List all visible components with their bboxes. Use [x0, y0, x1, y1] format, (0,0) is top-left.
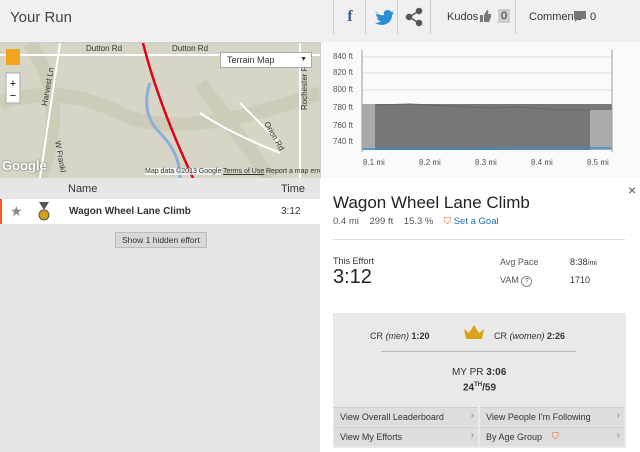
pr-time: 3:06: [486, 367, 507, 378]
effort-name[interactable]: Wagon Wheel Lane Climb: [69, 206, 191, 217]
twitter-icon: [375, 10, 394, 25]
thumb-icon: [480, 10, 491, 22]
y-label: 820 ft: [333, 68, 354, 77]
y-label: 800 ft: [333, 85, 354, 94]
comments-button[interactable]: Comments 0: [515, 0, 640, 34]
x-label: 8.4 mi: [531, 158, 553, 167]
x-label: 8.2 mi: [419, 158, 441, 167]
link-text: View People I'm Following: [486, 412, 591, 422]
rank-suffix: TH: [474, 382, 483, 388]
kudos-button[interactable]: Kudos 0: [430, 0, 516, 34]
segment-stats: 0.4 mi 299 ft 15.3 % ⛉ Set a Goal: [333, 216, 499, 227]
map-attribution: Map data ©2013 Google: [145, 168, 222, 175]
crown-icon: [464, 325, 484, 339]
chevron: ›: [470, 430, 474, 441]
page-title: Your Run: [10, 9, 72, 26]
chevron: ›: [616, 410, 620, 421]
cr-qualifier: (women): [509, 331, 545, 341]
svg-text:+: +: [10, 78, 16, 90]
show-hidden-button[interactable]: Show 1 hidden effort: [115, 232, 207, 248]
distance: 0.4 mi: [333, 216, 359, 227]
cr-men: CR (men) 1:20: [370, 331, 430, 341]
leaderboard-link[interactable]: By Age Group › ⛉: [480, 427, 624, 446]
link-text: View Overall Leaderboard: [340, 412, 444, 422]
vam-label: VAM ?: [500, 275, 533, 287]
effort-time: 3:12: [281, 206, 301, 217]
x-label: 8.1 mi: [363, 158, 385, 167]
leaderboard-link[interactable]: View Overall Leaderboard ›: [334, 407, 478, 426]
y-label: 840 ft: [333, 52, 354, 61]
link-text: View My Efforts: [340, 432, 403, 442]
column-header: Time: [281, 183, 306, 195]
pace: 8:38: [570, 257, 588, 267]
pace-label: Avg Pace: [500, 257, 539, 267]
comments-label: Comments: [529, 11, 583, 23]
comment-icon: [574, 11, 586, 22]
cr-qualifier: (men): [385, 331, 410, 341]
kudos-count: 0: [498, 9, 511, 23]
cr-label: CR: [494, 331, 507, 341]
road-label: Dutton Rd: [86, 44, 123, 53]
map-type-select[interactable]: Terrain Map ▼: [220, 52, 312, 68]
pace-unit: /mi: [587, 260, 597, 267]
help-icon[interactable]: ?: [521, 276, 533, 287]
elevation-gain: 299 ft: [369, 216, 394, 227]
map-report[interactable]: Report a map error: [266, 168, 326, 175]
leaderboard-link[interactable]: View People I'm Following ›: [480, 407, 624, 426]
chevron: ›: [616, 430, 620, 441]
elevation-profile: [361, 50, 613, 152]
age-group-icon: ⛉: [552, 431, 559, 441]
pace-value: 8:38/mi: [570, 257, 597, 267]
y-label: 760 ft: [333, 121, 354, 130]
twitter-button[interactable]: [365, 0, 398, 34]
column-header: Name: [68, 183, 98, 195]
grade: 15.3 %: [403, 216, 434, 227]
cr-label: CR: [370, 331, 383, 341]
map-terms[interactable]: Terms of Use: [223, 168, 265, 175]
segment-title: Wagon Wheel Lane Climb: [333, 193, 530, 212]
divider: [333, 239, 625, 240]
effort-time: 3:12: [333, 266, 372, 288]
road-label: Dutton Rd: [172, 44, 209, 53]
star-icon[interactable]: ★: [10, 203, 23, 219]
pr-label: MY PR: [452, 367, 484, 378]
effort-label: This Effort: [333, 256, 374, 266]
x-label: 8.5 mi: [587, 158, 609, 167]
x-label: 8.3 mi: [475, 158, 497, 167]
kudos-label: Kudos: [447, 11, 479, 23]
y-label: 740 ft: [333, 137, 354, 146]
cr-time: 2:26: [547, 331, 566, 341]
divider: [381, 351, 576, 352]
svg-text:−: −: [10, 90, 16, 102]
vam-text: VAM: [500, 275, 519, 285]
map-logo: Google: [2, 158, 47, 173]
cr-time: 1:20: [411, 331, 430, 341]
medal-icon: [38, 202, 50, 221]
share-icon: [405, 7, 423, 27]
rank-total: /59: [482, 382, 497, 394]
leaderboard-link[interactable]: View My Efforts ›: [334, 427, 478, 446]
vam-value: 1710: [570, 275, 591, 285]
chevron: ›: [470, 410, 474, 421]
pr: MY PR 3:06: [452, 367, 506, 378]
goal-icon: ⛉: [443, 216, 452, 227]
cr-women: CR (women) 2:26: [494, 331, 565, 341]
rank: 24: [463, 382, 475, 394]
effort-row[interactable]: [0, 199, 320, 224]
comments-count: 0: [590, 11, 597, 23]
facebook-button[interactable]: f: [333, 0, 366, 34]
set-goal-link[interactable]: Set a Goal: [453, 216, 499, 227]
share-button[interactable]: [397, 0, 431, 34]
link-text: By Age Group: [486, 432, 543, 442]
y-label: 780 ft: [333, 103, 354, 112]
close-button[interactable]: ×: [628, 182, 637, 198]
map-type-label: Terrain Map: [227, 55, 275, 65]
pr-rank: 24TH/59: [463, 382, 496, 393]
